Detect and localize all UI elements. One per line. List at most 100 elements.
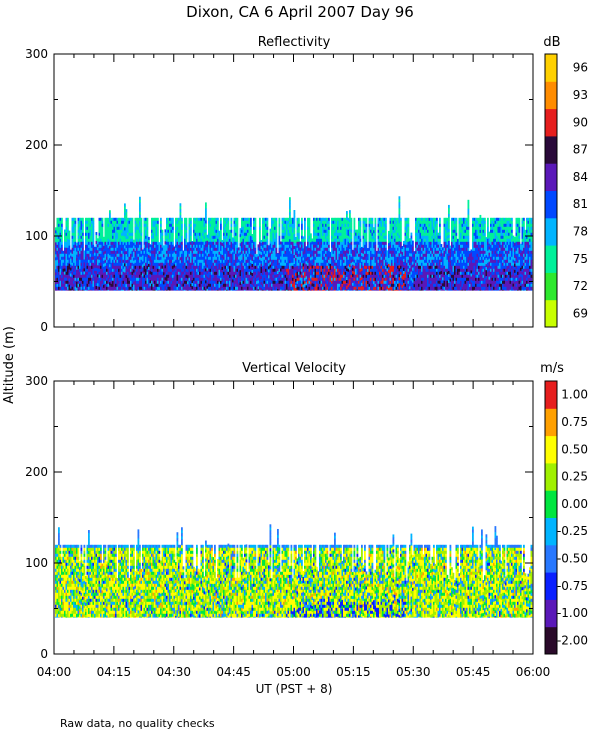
data-cell bbox=[241, 220, 243, 225]
data-cell bbox=[278, 283, 281, 288]
data-cell bbox=[65, 259, 68, 264]
data-cell bbox=[286, 247, 288, 252]
data-cell bbox=[370, 268, 372, 273]
data-cell bbox=[193, 268, 195, 273]
data-cell bbox=[124, 215, 126, 219]
data-cell bbox=[101, 277, 104, 282]
data-cell bbox=[200, 265, 203, 270]
data-cell bbox=[311, 262, 314, 266]
data-cell bbox=[191, 259, 194, 263]
data-cell bbox=[236, 268, 239, 273]
data-cell bbox=[223, 217, 225, 222]
data-cell bbox=[352, 261, 354, 266]
data-cell bbox=[347, 223, 350, 228]
data-cell bbox=[59, 253, 62, 258]
data-cell bbox=[56, 265, 59, 270]
data-cell bbox=[176, 220, 179, 225]
data-cell bbox=[331, 253, 333, 258]
data-cell bbox=[82, 274, 84, 279]
data-cell bbox=[91, 256, 93, 261]
data-cell bbox=[268, 272, 270, 276]
data-cell bbox=[317, 229, 320, 234]
data-cell bbox=[317, 283, 320, 288]
data-cell bbox=[205, 289, 207, 291]
data-cell bbox=[353, 235, 356, 240]
data-cell bbox=[316, 280, 318, 285]
data-cell bbox=[275, 274, 278, 279]
data-cell bbox=[190, 286, 192, 291]
data-cell bbox=[308, 286, 311, 291]
data-cell bbox=[302, 236, 305, 240]
data-cell bbox=[83, 256, 86, 260]
data-cell bbox=[136, 259, 138, 264]
data-cell bbox=[329, 269, 332, 274]
data-cell bbox=[115, 217, 117, 222]
data-cell bbox=[301, 241, 303, 246]
data-cell bbox=[293, 210, 296, 214]
data-cell bbox=[319, 289, 321, 291]
data-cell bbox=[146, 277, 149, 282]
data-cell bbox=[179, 269, 182, 273]
data-cell bbox=[65, 274, 68, 279]
data-cell bbox=[236, 271, 239, 276]
data-cell bbox=[125, 230, 128, 234]
data-cell bbox=[301, 247, 303, 252]
data-cell bbox=[305, 288, 308, 291]
data-cell bbox=[89, 256, 92, 261]
data-cell bbox=[329, 287, 332, 291]
data-cell bbox=[182, 256, 185, 260]
data-cell bbox=[158, 266, 161, 270]
data-cell bbox=[185, 223, 188, 228]
data-cell bbox=[160, 241, 162, 246]
data-cell bbox=[209, 283, 212, 288]
data-cell bbox=[167, 289, 170, 291]
data-cell bbox=[250, 247, 252, 252]
data-cell bbox=[367, 278, 369, 282]
data-cell bbox=[259, 277, 261, 282]
data-cell bbox=[151, 283, 153, 288]
data-cell bbox=[313, 259, 315, 264]
data-cell bbox=[334, 220, 336, 225]
data-cell bbox=[301, 238, 303, 243]
data-cell bbox=[239, 288, 242, 291]
data-cell bbox=[79, 262, 81, 267]
data-cell bbox=[145, 280, 147, 285]
data-cell bbox=[308, 256, 311, 261]
data-cell bbox=[169, 259, 171, 264]
data-cell bbox=[121, 271, 123, 276]
data-cell bbox=[335, 250, 338, 255]
data-cell bbox=[284, 220, 287, 225]
data-cell bbox=[196, 262, 198, 267]
data-cell bbox=[328, 250, 330, 255]
data-cell bbox=[170, 250, 173, 255]
data-cell bbox=[131, 250, 134, 255]
data-cell bbox=[82, 286, 84, 291]
data-cell bbox=[172, 226, 174, 231]
data-cell bbox=[157, 286, 159, 291]
data-cell bbox=[229, 244, 231, 249]
data-cell bbox=[115, 256, 117, 261]
data-cell bbox=[331, 220, 333, 225]
data-cell bbox=[142, 282, 144, 286]
data-cell bbox=[169, 232, 171, 237]
data-cell bbox=[139, 280, 141, 285]
data-cell bbox=[338, 217, 341, 222]
data-cell bbox=[130, 256, 132, 261]
data-cell bbox=[175, 280, 177, 285]
data-cell bbox=[193, 232, 195, 237]
data-cell bbox=[122, 277, 125, 282]
data-cell bbox=[283, 241, 285, 246]
data-cell bbox=[236, 220, 239, 225]
data-cell bbox=[233, 265, 236, 270]
data-cell bbox=[263, 229, 266, 234]
data-cell bbox=[359, 265, 362, 270]
data-cell bbox=[241, 283, 243, 288]
data-cell bbox=[248, 274, 251, 279]
data-cell bbox=[62, 283, 65, 288]
data-cell bbox=[223, 226, 225, 231]
data-cell bbox=[244, 277, 246, 282]
data-cell bbox=[113, 268, 116, 273]
data-cell bbox=[265, 256, 267, 261]
data-cell bbox=[293, 276, 296, 280]
data-cell bbox=[254, 262, 257, 267]
